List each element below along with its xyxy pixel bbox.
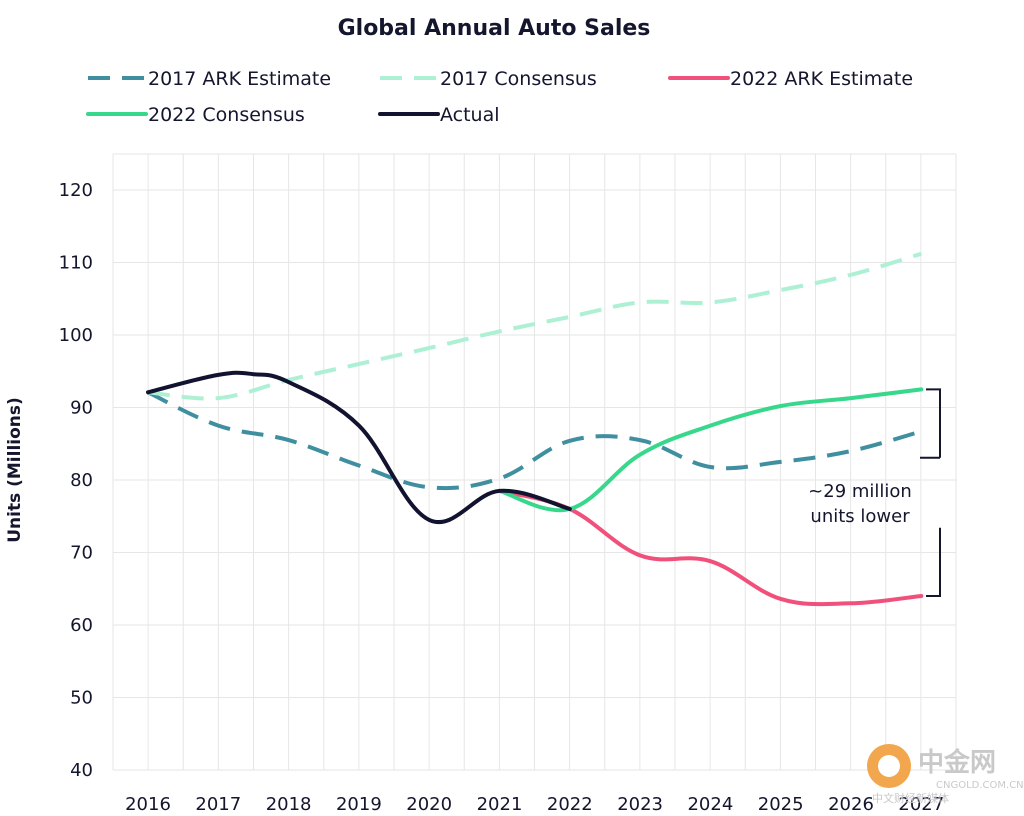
legend-label-cons2017: 2017 Consensus (440, 68, 597, 90)
x-axis-ticks: 2016 2017 2018 2019 2020 2021 2022 2023 2024 2025… (125, 794, 944, 815)
annotation-line-1: ~29 million (808, 481, 912, 502)
legend-label-ark2022: 2022 ARK Estimate (730, 68, 913, 90)
watermark: 中金网 CNGOLD.COM.CN 中文财经新媒体 (867, 744, 1024, 805)
y-tick-label: 50 (70, 688, 93, 709)
y-tick-label: 70 (70, 543, 93, 564)
chart-series-lines (146, 251, 924, 607)
legend-label-actual: Actual (440, 104, 500, 126)
chart-title: Global Annual Auto Sales (338, 16, 651, 41)
y-axis-ticks: 40 50 60 70 80 90 100 110 120 (59, 180, 93, 781)
y-tick-label: 80 (70, 470, 93, 491)
y-tick-label: 60 (70, 615, 93, 636)
x-tick-label: 2024 (687, 794, 733, 815)
difference-annotation: ~29 million units lower (808, 388, 941, 597)
annotation-bracket (920, 388, 941, 597)
x-tick-label: 2022 (547, 794, 593, 815)
x-tick-label: 2026 (828, 794, 874, 815)
y-tick-label: 40 (70, 760, 93, 781)
chart-legend: 2017 ARK Estimate 2017 Consensus 2022 ARK … (86, 68, 913, 126)
x-tick-label: 2017 (195, 794, 241, 815)
x-tick-label: 2019 (336, 794, 382, 815)
watermark-text: 中金网 (918, 747, 996, 778)
watermark-subtitle: 中文财经新媒体 (872, 791, 949, 805)
annotation-line-2: units lower (810, 506, 910, 527)
y-tick-label: 110 (59, 253, 93, 274)
x-tick-label: 2018 (266, 794, 312, 815)
x-tick-label: 2021 (477, 794, 523, 815)
series-line-cons2017 (147, 251, 922, 401)
x-tick-label: 2016 (125, 794, 171, 815)
watermark-logo-inner (878, 755, 900, 777)
series-line-ark2017 (147, 390, 922, 491)
legend-label-ark2017: 2017 ARK Estimate (148, 68, 331, 90)
x-tick-label: 2027 (898, 794, 944, 815)
y-tick-label: 100 (59, 325, 93, 346)
x-tick-label: 2025 (758, 794, 804, 815)
legend-label-cons2022: 2022 Consensus (148, 104, 305, 126)
y-tick-label: 120 (59, 180, 93, 201)
y-axis-label: Units (Millions) (5, 397, 25, 543)
x-tick-label: 2020 (406, 794, 452, 815)
chart-grid (112, 153, 957, 771)
series-line-actual (146, 370, 572, 524)
x-tick-label: 2023 (617, 794, 663, 815)
watermark-url: CNGOLD.COM.CN (936, 780, 1024, 791)
y-tick-label: 90 (70, 398, 93, 419)
